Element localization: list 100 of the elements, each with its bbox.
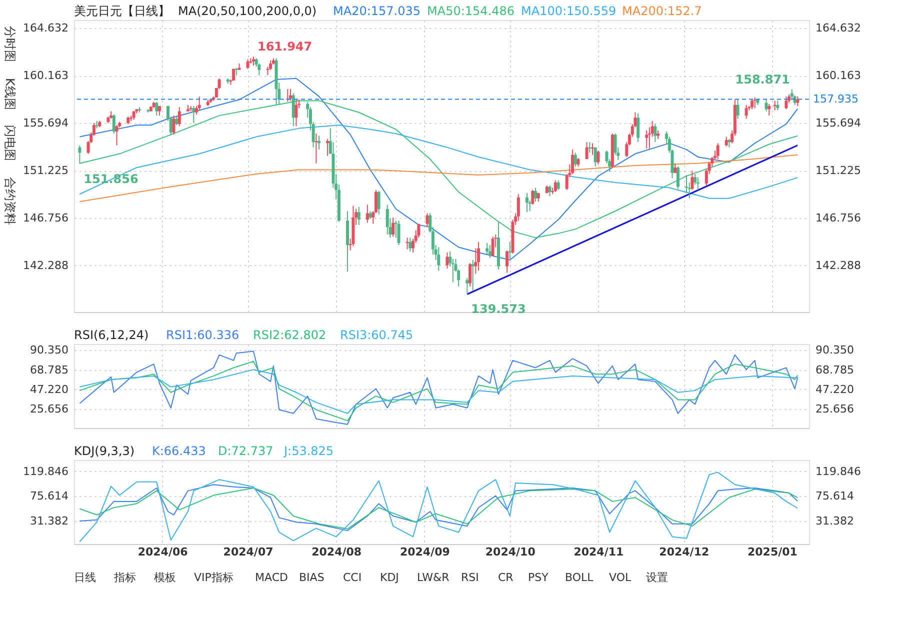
text: RSI3:60.745 — [340, 328, 414, 342]
y2-tick-label: 160.163 — [816, 69, 861, 82]
candlestick — [556, 180, 560, 190]
candlestick — [386, 204, 389, 235]
candlestick — [776, 100, 780, 111]
text: CR — [498, 571, 514, 584]
y-tick-label: 47.220 — [30, 382, 68, 396]
text: MA20:157.035 — [333, 4, 420, 18]
candlestick — [534, 187, 538, 202]
text: RSI — [461, 571, 479, 584]
text: 合约资料 — [3, 177, 17, 225]
chart-title: 美元日元【日线】 — [74, 4, 170, 18]
text: MACD — [255, 571, 288, 584]
text: KDJ — [380, 571, 399, 584]
candlestick — [366, 204, 369, 224]
candlestick — [408, 237, 412, 252]
text: J:53.825 — [283, 444, 334, 458]
text: 指标 — [113, 571, 136, 584]
text: MA200:152.7 — [622, 4, 702, 18]
y2-tick-label: 68.785 — [816, 363, 854, 376]
text: BIAS — [299, 571, 324, 584]
y2-tick-label: 164.632 — [816, 22, 861, 35]
text: MA50:154.486 — [427, 4, 514, 18]
text: 闪电图 — [3, 125, 17, 161]
text: 分时图 — [3, 26, 17, 62]
x-tick-label: 2024/09 — [400, 546, 450, 558]
y2-tick-label: 25.656 — [816, 402, 854, 416]
candlestick — [377, 190, 380, 215]
candlestick — [318, 135, 320, 150]
candlestick — [488, 244, 492, 258]
candlestick — [289, 88, 292, 102]
candlestick — [506, 250, 509, 274]
text: VIP指标 — [194, 571, 234, 584]
candlestick — [78, 144, 82, 164]
candlestick — [736, 99, 740, 120]
y2-tick-label: 31.382 — [816, 514, 854, 528]
annotation: 139.573 — [471, 302, 526, 316]
candlestick — [744, 104, 748, 120]
candlestick — [716, 142, 720, 160]
y2-tick-label: 151.225 — [816, 164, 861, 178]
candlestick — [468, 262, 472, 288]
candlestick — [596, 150, 600, 165]
candlestick — [784, 96, 788, 110]
y-tick-label: 155.694 — [23, 116, 68, 130]
annotation: 158.871 — [735, 72, 790, 86]
candlestick — [724, 136, 728, 147]
x-tick-label: 2024/11 — [574, 546, 624, 558]
candlestick — [158, 106, 161, 116]
candlestick — [585, 142, 588, 160]
candlestick — [654, 124, 657, 143]
y2-tick-label: 142.288 — [816, 258, 861, 272]
line-series — [79, 369, 798, 414]
candlestick — [796, 96, 800, 107]
candlestick — [750, 99, 754, 110]
y-tick-label: 90.350 — [30, 344, 68, 357]
candlestick — [115, 124, 118, 146]
y2-tick-label: 47.220 — [816, 382, 854, 396]
y-tick-label: 75.614 — [30, 490, 68, 503]
text: VOL — [609, 571, 632, 584]
y-tick-label: 25.656 — [30, 402, 68, 416]
candlestick — [636, 112, 640, 143]
candlestick — [172, 115, 176, 136]
x-tick-label: 2024/06 — [138, 546, 188, 558]
candlestick — [192, 106, 196, 124]
y-tick-label: 68.785 — [30, 363, 68, 376]
series-label: RSI1:60.336 — [166, 328, 240, 342]
candlestick — [326, 138, 330, 156]
chart-title: KDJ(9,3,3) — [74, 444, 135, 458]
y-tick-label: 164.632 — [23, 22, 68, 35]
candlestick — [477, 241, 480, 272]
line-series — [79, 360, 798, 422]
x-tick-label: 2024/10 — [485, 546, 536, 558]
chart-title: RSI(6,12,24) — [74, 328, 149, 342]
candlestick — [768, 103, 771, 116]
candlestick — [588, 142, 592, 154]
candlestick — [471, 259, 474, 292]
candlestick — [155, 101, 158, 116]
text: 日线 — [74, 571, 96, 584]
candlestick — [392, 217, 395, 238]
y2-tick-label: 90.350 — [816, 344, 854, 357]
candlestick — [676, 166, 680, 190]
candlestick — [696, 176, 700, 190]
candlestick — [645, 130, 648, 149]
candlestick — [178, 106, 181, 127]
candlestick — [112, 114, 116, 134]
text: K线图 — [3, 78, 17, 110]
text: LW&R — [417, 571, 450, 584]
candlestick — [574, 152, 577, 168]
y2-tick-label: 146.756 — [816, 211, 861, 224]
line-series — [79, 154, 798, 202]
candlestick — [674, 162, 677, 174]
text: MA100:150.559 — [521, 4, 616, 18]
y2-tick-label: 75.614 — [816, 490, 854, 503]
x-tick-label: 2025/01 — [747, 546, 798, 558]
candlestick — [590, 142, 594, 156]
candlestick — [690, 170, 694, 190]
y-tick-label: 142.288 — [23, 258, 68, 272]
candlestick — [314, 133, 318, 164]
text: 模板 — [154, 571, 176, 584]
candlestick — [531, 189, 534, 206]
